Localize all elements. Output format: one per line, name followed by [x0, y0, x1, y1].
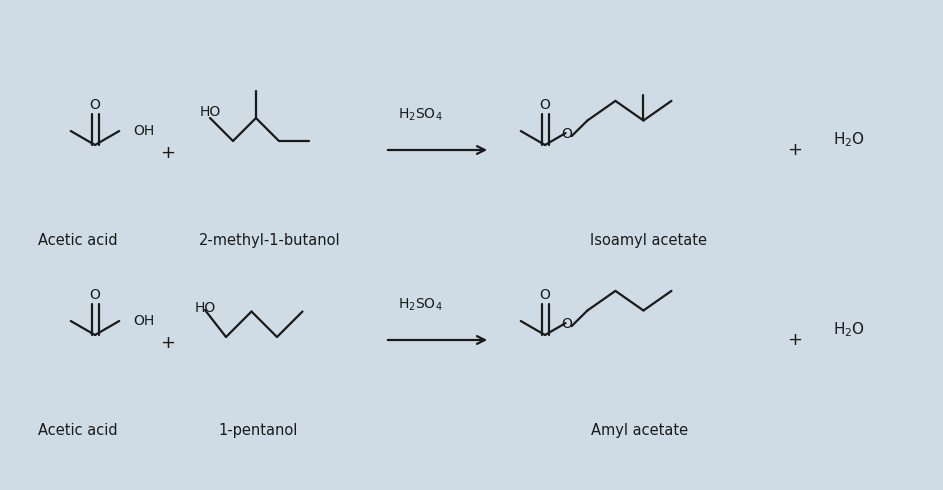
Text: OH: OH [133, 314, 155, 328]
Text: O: O [539, 98, 551, 112]
Text: +: + [160, 144, 175, 162]
Text: Acetic acid: Acetic acid [38, 232, 118, 247]
Text: Amyl acetate: Amyl acetate [591, 422, 688, 438]
Text: O: O [90, 288, 101, 302]
Text: O: O [561, 317, 572, 331]
Text: H$_2$SO$_4$: H$_2$SO$_4$ [398, 297, 442, 313]
Text: HO: HO [194, 301, 216, 315]
Text: Isoamyl acetate: Isoamyl acetate [589, 232, 706, 247]
Text: 2-methyl-1-butanol: 2-methyl-1-butanol [199, 232, 340, 247]
Text: H$_2$SO$_4$: H$_2$SO$_4$ [398, 107, 442, 123]
Text: Acetic acid: Acetic acid [38, 422, 118, 438]
Text: OH: OH [133, 124, 155, 138]
Text: HO: HO [199, 105, 221, 119]
Text: O: O [90, 98, 101, 112]
Text: H$_2$O: H$_2$O [833, 320, 865, 340]
Text: +: + [160, 334, 175, 352]
Text: 1-pentanol: 1-pentanol [219, 422, 298, 438]
Text: +: + [787, 141, 802, 159]
Text: +: + [787, 331, 802, 349]
Text: H$_2$O: H$_2$O [833, 131, 865, 149]
Text: O: O [561, 127, 572, 141]
Text: O: O [539, 288, 551, 302]
